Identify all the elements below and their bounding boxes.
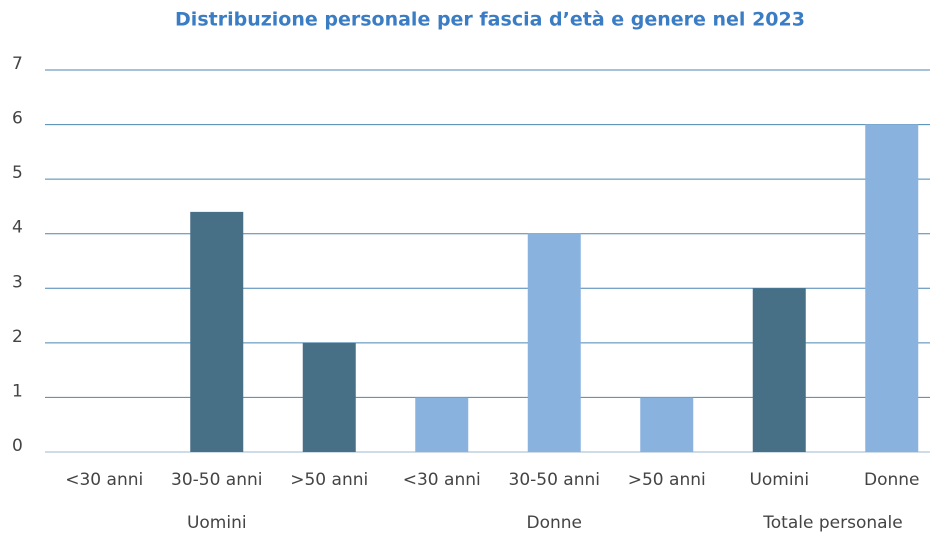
y-tick-label: 6 xyxy=(12,109,23,129)
bar xyxy=(640,397,694,452)
x-tick-label: >50 anni xyxy=(628,470,706,490)
x-tick-label: 30-50 anni xyxy=(509,470,601,490)
x-tick-label: <30 anni xyxy=(403,470,481,490)
y-tick-label: 5 xyxy=(12,163,23,183)
y-tick-label: 2 xyxy=(12,327,23,347)
chart-title: Distribuzione personale per fascia d’età… xyxy=(175,9,805,31)
bar xyxy=(190,211,244,452)
y-tick-label: 0 xyxy=(12,436,23,456)
x-tick-label: >50 anni xyxy=(290,470,368,490)
group-label: Donne xyxy=(527,513,583,533)
y-tick-label: 1 xyxy=(12,381,23,401)
x-tick-label: Donne xyxy=(864,470,920,490)
x-tick-label: Uomini xyxy=(749,470,809,490)
group-label: Uomini xyxy=(187,513,247,533)
y-tick-label: 3 xyxy=(12,272,23,292)
x-tick-label: 30-50 anni xyxy=(171,470,263,490)
bar xyxy=(527,233,581,452)
y-tick-label: 4 xyxy=(12,218,23,238)
x-tick-label: <30 anni xyxy=(65,470,143,490)
bar xyxy=(752,288,806,452)
bar xyxy=(302,342,356,452)
y-tick-label: 7 xyxy=(12,54,23,74)
bar xyxy=(415,397,469,452)
bar xyxy=(865,124,919,453)
group-label: Totale personale xyxy=(762,513,902,533)
